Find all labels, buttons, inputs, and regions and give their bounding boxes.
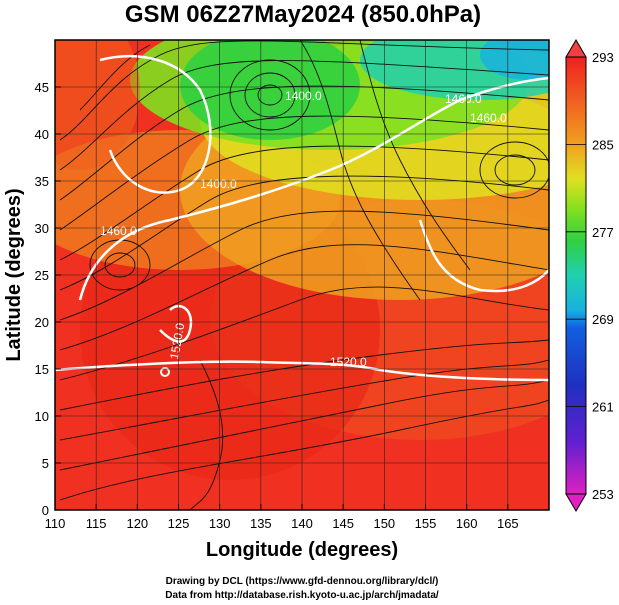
plot-frame — [54, 39, 550, 511]
colorbar-tick-label: 261 — [592, 400, 614, 415]
colorbar-gradient — [565, 56, 587, 495]
y-tick-label: 20 — [35, 315, 49, 330]
y-tick-label: 5 — [42, 456, 49, 471]
y-tick-label: 25 — [35, 268, 49, 283]
contour-1520-typhoon — [159, 304, 193, 343]
y-tick-label: 10 — [35, 409, 49, 424]
contour-label: 1400.0 — [200, 177, 237, 191]
contour-1400 — [99, 55, 212, 194]
x-tick-label: 160 — [456, 516, 478, 531]
contour-label: 1520.0 — [167, 322, 187, 361]
colorbar-ticks: 293 285 277 269 261 253 — [566, 50, 614, 502]
y-tick-label: 40 — [35, 127, 49, 142]
y-tick-label: 45 — [35, 80, 49, 95]
contour-label: 1460.0 — [445, 92, 482, 106]
y-axis-title: Latitude (degrees) — [3, 188, 25, 361]
wind-streamlines — [59, 40, 549, 510]
x-tick-label: 155 — [415, 516, 437, 531]
colorbar-tick-label: 277 — [592, 225, 614, 240]
x-tick-label: 130 — [209, 516, 231, 531]
colorbar-bottom-arrow — [565, 493, 587, 512]
colorbar-tick-label: 293 — [592, 50, 614, 65]
contour-label: 1400.0 — [285, 89, 322, 103]
x-tick-label: 125 — [168, 516, 190, 531]
x-tick-label: 150 — [373, 516, 395, 531]
contour-1460-main — [78, 76, 549, 301]
x-tick-label: 110 — [45, 516, 66, 531]
contour-labels: 1400.0 1400.0 1460.0 1460.0 1460.0 1520.… — [100, 89, 507, 369]
y-tick-label: 15 — [35, 362, 49, 377]
x-tick-label: 120 — [126, 516, 148, 531]
colorbar-tick-label: 285 — [592, 137, 614, 152]
colorbar-tick-label: 253 — [592, 487, 614, 502]
colorbar-top-arrow — [565, 39, 587, 58]
colorbar-tick-label: 269 — [592, 312, 614, 327]
typhoon-center-marker — [160, 367, 170, 377]
contour-1520 — [55, 360, 549, 382]
y-axis-ticks: 0 5 10 15 20 25 30 35 40 45 — [35, 80, 61, 518]
x-tick-label: 140 — [291, 516, 313, 531]
y-tick-label: 35 — [35, 174, 49, 189]
colorbar: 293 285 277 269 261 253 — [565, 39, 614, 512]
x-axis-ticks: 110 115 120 125 130 135 140 145 150 155 160 165 — [45, 504, 519, 531]
temperature-field-teal — [360, 40, 549, 100]
x-tick-label: 135 — [250, 516, 272, 531]
x-tick-label: 145 — [332, 516, 354, 531]
plot-area: 1400.0 1400.0 1460.0 1460.0 1460.0 1520.… — [55, 40, 549, 510]
x-axis-title: Longitude (degrees) — [206, 539, 398, 561]
temperature-field-green — [180, 40, 360, 140]
contour-1460-east — [418, 219, 549, 293]
x-tick-label: 115 — [86, 516, 107, 531]
contour-label: 1520.0 — [330, 355, 367, 369]
credit-line-1: Drawing by DCL (https://www.gfd-dennou.o… — [166, 576, 439, 587]
height-contours — [55, 55, 549, 382]
chart-title: GSM 06Z27May2024 (850.0hPa) — [125, 1, 481, 28]
x-tick-label: 165 — [497, 516, 519, 531]
y-tick-label: 30 — [35, 221, 49, 236]
credit-line-2: Data from http://database.rish.kyoto-u.a… — [165, 590, 439, 601]
temperature-field-cyan — [480, 40, 549, 80]
contour-label: 1460.0 — [100, 224, 137, 238]
contour-label: 1460.0 — [470, 111, 507, 125]
y-tick-label: 0 — [42, 503, 49, 518]
